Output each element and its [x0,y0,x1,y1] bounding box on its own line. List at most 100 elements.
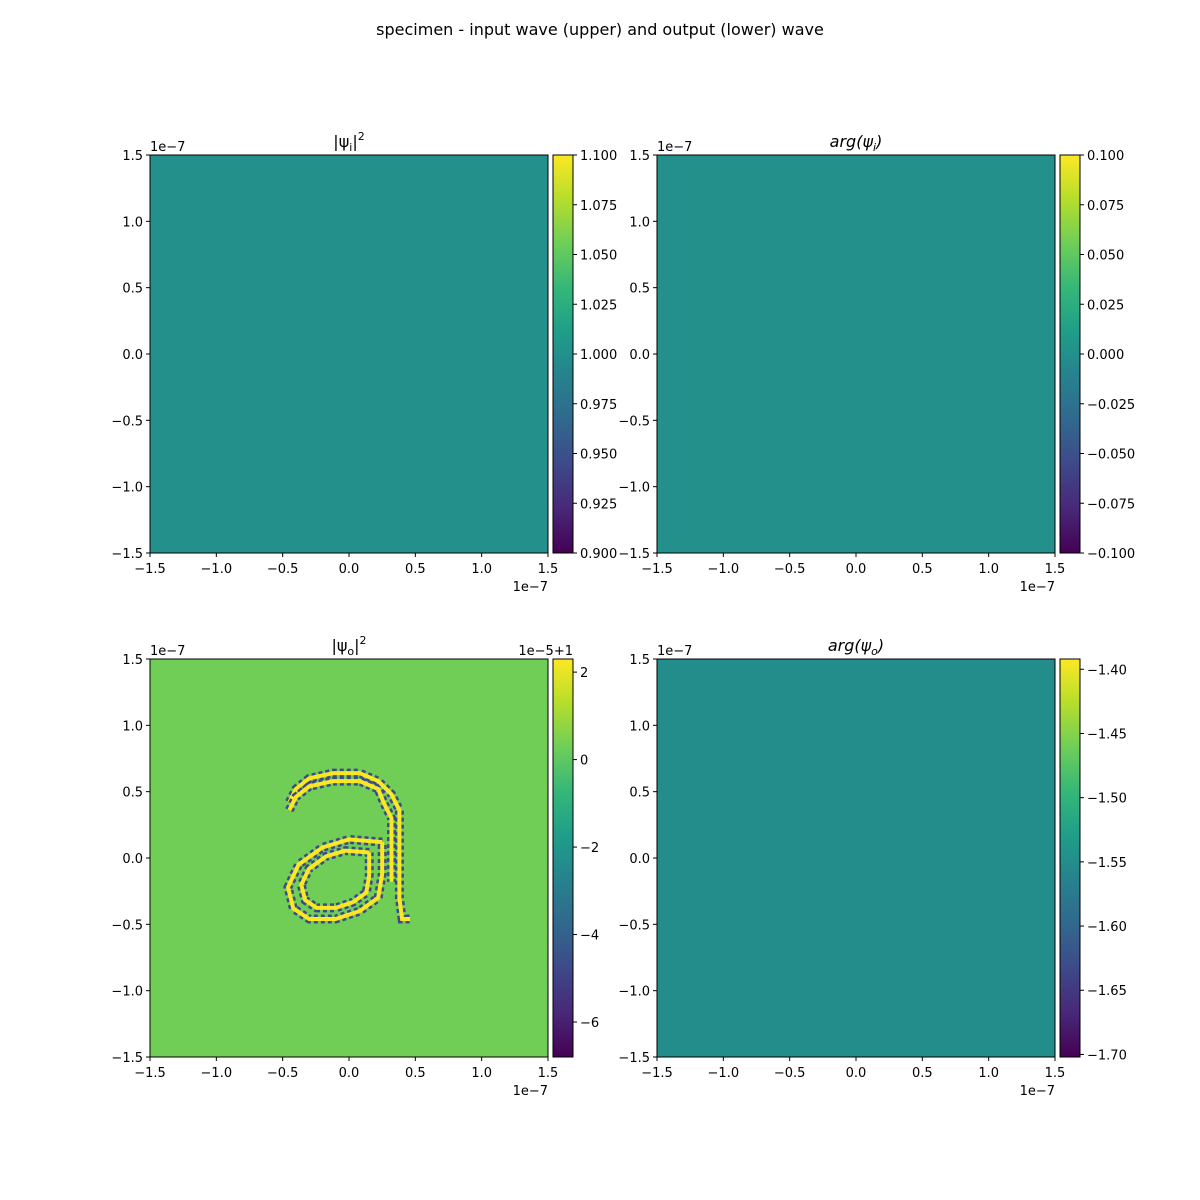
colorbar-tick-label: −0.025 [1087,398,1135,413]
colorbar-frame [1059,658,1081,1058]
y-tick-label: −0.5 [111,918,143,933]
colorbar-tick-label: −2 [580,841,599,856]
colorbar: −6 −4 −2 0 2 1e−5+1 [518,644,599,1058]
panel-title: |ψo|2 [331,634,366,658]
y-tick-label: 0.0 [122,852,143,867]
panel-input_intensity: |ψi|2 −1.5−1.5 −1.0 −1.0 −0.5 −0.5 0.0 0.0 0.5 0.… [111,130,617,595]
colorbar-tick-label: 0.025 [1087,298,1124,313]
colorbar-tick-label: −0.050 [1087,448,1135,463]
heatmap-field [150,659,548,1057]
x-offset-label: 1e−7 [513,580,548,595]
bowl-inner-edge-bright [299,848,372,910]
colorbar: −0.100 −0.075 −0.050 −0.025 0.000 0.025 0.050 0… [1059,149,1135,562]
y-tick-label: 0.0 [122,348,143,363]
panel-input_phase: arg(ψi) −1.5−1.5 −1.0 −1.0 −0.5 −0.5 0.0 0.0 0.5… [618,132,1135,595]
heatmap-field [150,155,548,553]
x-tick-label: −0.5 [774,562,806,577]
y-tick-label: 0.0 [629,348,650,363]
y-tick-label: 1.0 [122,719,143,734]
x-tick-label: −0.5 [267,1066,299,1081]
x-tick-label: −1.5 [641,1066,673,1081]
y-offset-label: 1e−7 [150,140,185,155]
hook-inner-edge-bright [287,779,394,882]
x-tick-label: 0.0 [846,562,867,577]
x-tick-label: 1.5 [1045,1066,1066,1081]
x-tick-label: 1.5 [538,562,559,577]
y-tick-label: 0.5 [629,786,650,801]
y-tick-label: −1.0 [111,985,143,1000]
x-tick-label: −1.0 [708,562,740,577]
x-offset-label: 1e−7 [1020,580,1055,595]
x-tick-label: 1.0 [471,562,492,577]
x-tick-label: 1.0 [471,1066,492,1081]
y-tick-label: −1.5 [111,547,143,562]
x-tick-label: 0.0 [339,1066,360,1081]
colorbar-tick-label: −0.100 [1087,547,1135,562]
y-tick-label: 1.5 [122,149,143,164]
x-tick-label: 0.5 [912,1066,933,1081]
colorbar-tick-label: 0.100 [1087,149,1124,164]
heatmap-field [657,659,1055,1057]
panel-title: |ψi|2 [333,130,364,154]
y-tick-label: −1.5 [618,547,650,562]
figure-suptitle: specimen - input wave (upper) and output… [376,20,824,39]
colorbar-tick-label: −1.65 [1087,984,1127,999]
y-tick-label: −0.5 [111,414,143,429]
x-tick-label: 0.5 [912,562,933,577]
colorbar-tick-label: −1.60 [1087,920,1127,935]
x-offset-label: 1e−7 [1020,1084,1055,1099]
colorbar-tick-label: −6 [580,1016,599,1031]
colorbar-gradient [553,155,573,553]
y-tick-label: 1.5 [629,653,650,668]
x-tick-label: −1.0 [201,562,233,577]
y-tick-label: 0.5 [122,282,143,297]
panel-output_phase: arg(ψo) −1.5−1.5 −1.0 −1.0 −0.5 −0.5 0.0 0.0 0.5… [618,636,1126,1099]
x-tick-label: 1.5 [538,1066,559,1081]
x-tick-label: 0.0 [846,1066,867,1081]
colorbar-tick-label: 0.050 [1087,249,1124,264]
y-tick-label: 1.0 [629,215,650,230]
x-tick-label: 1.5 [1045,562,1066,577]
y-tick-label: −1.0 [618,481,650,496]
y-tick-label: 1.0 [629,719,650,734]
y-tick-label: 0.0 [629,852,650,867]
colorbar-tick-label: −1.50 [1087,792,1127,807]
x-tick-label: −1.5 [134,562,166,577]
colorbar-tick-label: 0 [580,754,588,769]
colorbar: 0.900 0.925 0.950 0.975 1.000 1.025 1.050 1.075… [552,149,617,562]
colorbar-tick-label: 2 [580,666,588,681]
colorbar-tick-label: −1.70 [1087,1048,1127,1063]
colorbar-tick-label: 0.900 [580,547,617,562]
panel-title: arg(ψo) [828,636,884,658]
heatmap-field [657,155,1055,553]
hook-outer-edge-bright [287,771,410,921]
x-tick-label: 0.5 [405,562,426,577]
x-tick-label: −0.5 [267,562,299,577]
y-tick-label: 0.5 [629,282,650,297]
colorbar-tick-label: −4 [580,929,599,944]
colorbar-tick-label: 0.000 [1087,348,1124,363]
colorbar-tick-label: −1.55 [1087,856,1127,871]
colorbar-tick-label: −1.45 [1087,727,1127,742]
x-tick-label: −1.5 [134,1066,166,1081]
colorbar-tick-label: 1.025 [580,298,617,313]
y-tick-label: −0.5 [618,414,650,429]
x-tick-label: 0.5 [405,1066,426,1081]
colorbar-tick-label: 1.050 [580,249,617,264]
colorbar: −1.70 −1.65 −1.60 −1.55 −1.50 −1.45 −1.40 [1059,658,1127,1063]
y-offset-label: 1e−7 [657,140,692,155]
x-tick-label: −1.0 [708,1066,740,1081]
colorbar-tick-label: 0.975 [580,398,617,413]
x-tick-label: −0.5 [774,1066,806,1081]
colorbar-tick-label: 0.075 [1087,199,1124,214]
colorbar-tick-label: 0.925 [580,497,617,512]
x-offset-label: 1e−7 [513,1084,548,1099]
colorbar-tick-label: 1.075 [580,199,617,214]
y-tick-label: 1.5 [629,149,650,164]
colorbar-gradient [553,659,573,1057]
y-tick-label: −1.0 [618,985,650,1000]
letter-a-edge [283,768,410,924]
colorbar-gradient [1060,155,1080,553]
x-tick-label: 1.0 [978,562,999,577]
